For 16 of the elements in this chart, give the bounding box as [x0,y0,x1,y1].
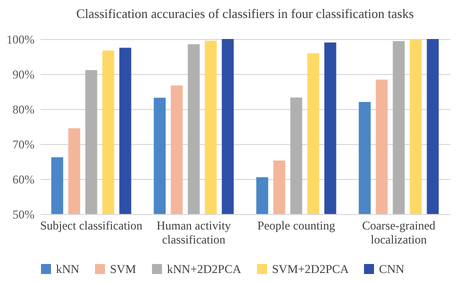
x-tick-label: Human activity classification [156,218,231,246]
y-tick-label: 70% [12,138,34,152]
y-tick-label: 80% [12,102,34,116]
y-tick-label: 60% [12,172,34,186]
y-tick-label: 100% [6,32,34,46]
legend-label: SVM [110,262,136,276]
chart-title: Classification accuracies of classifiers in four classification tasks [76,6,414,21]
x-tick-label: Coarse-grained localization [362,218,436,246]
legend-label: CNN [379,262,405,276]
y-tick-label: 90% [12,68,34,82]
legend-label: kNN+2D2PCA [167,262,242,276]
y-tick-label: 50% [12,208,34,222]
legend-label: SVM+2D2PCA [272,262,350,276]
x-tick-label: Subject classification [40,218,142,232]
x-tick-label: People counting [257,218,336,232]
legend-label: kNN [56,262,80,276]
